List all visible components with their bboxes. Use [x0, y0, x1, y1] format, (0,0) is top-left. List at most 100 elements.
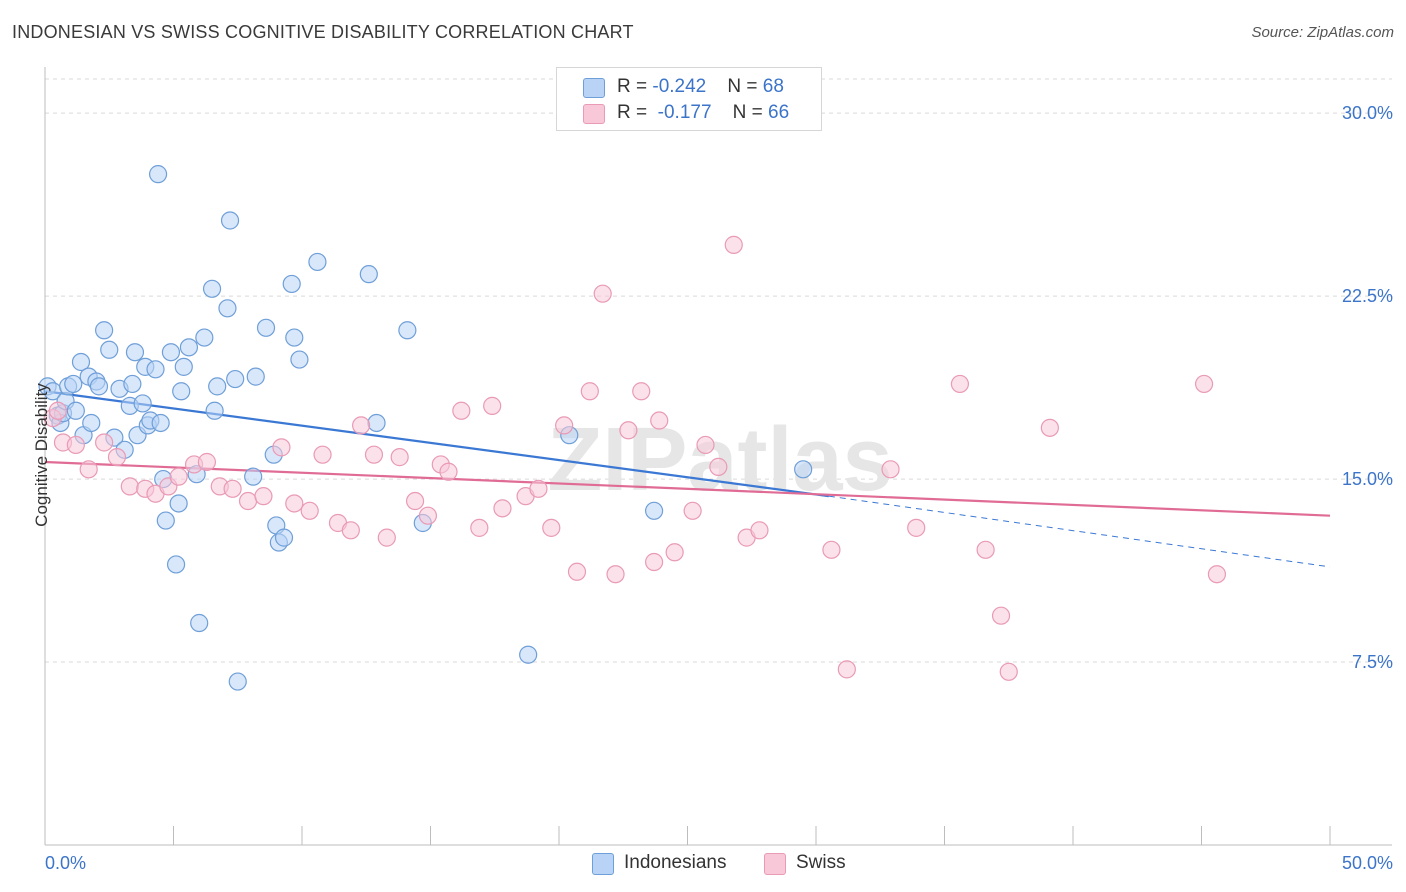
data-point-swiss	[619, 421, 638, 440]
legend-r-label: R =	[617, 76, 653, 97]
legend-n-label: N =	[727, 76, 763, 97]
data-point-swiss	[48, 401, 67, 420]
data-point-swiss	[238, 491, 258, 511]
data-point-indonesians	[148, 165, 168, 184]
data-point-swiss	[95, 433, 114, 452]
data-point-indonesians	[64, 374, 83, 394]
series-swiss	[43, 235, 1227, 681]
data-point-swiss	[750, 521, 769, 540]
data-point-indonesians	[151, 413, 170, 433]
data-point-swiss	[452, 401, 471, 420]
data-point-swiss	[724, 235, 743, 254]
data-point-indonesians	[161, 343, 181, 362]
data-point-indonesians	[89, 377, 109, 396]
data-point-indonesians	[398, 321, 417, 340]
legend-n-label: N =	[732, 102, 769, 123]
data-point-indonesians	[359, 265, 378, 284]
data-point-indonesians	[190, 613, 209, 633]
series-indonesians	[38, 165, 813, 691]
data-point-indonesians	[274, 528, 294, 547]
data-point-swiss	[223, 479, 242, 498]
data-point-indonesians	[133, 394, 152, 413]
x-tick-label: 50.0%	[1342, 853, 1393, 873]
data-point-swiss	[1207, 565, 1227, 584]
data-point-indonesians	[95, 321, 114, 340]
data-point-swiss	[254, 487, 273, 506]
data-point-swiss	[1040, 418, 1059, 437]
data-point-swiss	[665, 543, 684, 562]
data-point-indonesians	[202, 279, 222, 298]
data-point-swiss	[991, 606, 1011, 625]
axes	[44, 67, 1392, 846]
data-point-swiss	[197, 452, 217, 472]
data-point-swiss	[606, 565, 625, 584]
data-point-swiss	[683, 501, 702, 520]
grid-lines	[45, 78, 1392, 663]
y-axis-label: Cognitive Disability	[32, 383, 51, 527]
data-point-swiss	[837, 660, 856, 679]
data-point-indonesians	[146, 360, 165, 379]
data-point-swiss	[632, 382, 651, 401]
y-tick-label: 22.5%	[1342, 286, 1393, 306]
data-point-swiss	[493, 499, 512, 518]
data-point-indonesians	[71, 352, 91, 372]
chart-source: Source: ZipAtlas.com	[1251, 24, 1394, 41]
trend-line-extension-indonesians	[828, 495, 1331, 568]
data-point-swiss	[555, 416, 574, 435]
data-point-indonesians	[195, 328, 214, 347]
legend-n-value-swiss: 66	[768, 102, 790, 123]
data-point-swiss	[352, 416, 371, 435]
data-point-indonesians	[519, 645, 538, 664]
data-point-swiss	[822, 540, 841, 559]
x-tick-label: 0.0%	[45, 853, 86, 873]
bottom-legend-swatch-swiss	[764, 853, 786, 875]
data-point-indonesians	[794, 460, 813, 479]
data-point-swiss	[470, 518, 489, 537]
legend-r-value-indonesians: -0.242	[652, 76, 707, 97]
data-point-indonesians	[166, 555, 186, 574]
data-point-indonesians	[290, 350, 309, 369]
data-point-indonesians	[208, 377, 227, 396]
data-point-swiss	[1194, 374, 1214, 394]
data-point-indonesians	[256, 318, 276, 337]
legend-r-label: R =	[617, 102, 653, 123]
y-tick-label: 30.0%	[1342, 103, 1393, 123]
data-point-indonesians	[123, 374, 142, 394]
data-point-swiss	[439, 462, 458, 481]
data-point-indonesians	[172, 382, 191, 401]
data-point-swiss	[418, 506, 438, 525]
bottom-legend-label-indonesians: Indonesians	[624, 852, 727, 873]
data-point-swiss	[950, 374, 970, 394]
data-point-swiss	[907, 518, 926, 537]
data-points	[38, 165, 1227, 691]
data-point-swiss	[976, 540, 995, 559]
data-point-indonesians	[246, 367, 265, 386]
data-point-indonesians	[308, 252, 327, 272]
tick-labels: 7.5% 15.0% 22.5% 30.0% 0.0% 50.0%	[45, 103, 1393, 873]
data-point-indonesians	[82, 413, 101, 433]
data-point-swiss	[390, 448, 409, 467]
y-tick-label: 7.5%	[1352, 652, 1393, 672]
data-point-swiss	[881, 460, 900, 479]
trend-line-indonesians	[44, 390, 829, 498]
data-point-indonesians	[282, 274, 301, 294]
data-point-indonesians	[205, 401, 224, 420]
bottom-legend-label-swiss: Swiss	[796, 852, 846, 873]
data-point-swiss	[169, 467, 188, 486]
data-point-swiss	[285, 494, 304, 513]
legend-r-value-swiss: -0.177	[657, 102, 712, 123]
data-point-indonesians	[179, 338, 199, 357]
data-point-swiss	[644, 552, 664, 572]
y-tick-label: 15.0%	[1342, 469, 1393, 489]
data-point-swiss	[79, 460, 98, 479]
data-point-swiss	[66, 435, 85, 455]
data-point-swiss	[542, 518, 561, 537]
data-point-indonesians	[367, 413, 386, 433]
data-point-swiss	[483, 396, 502, 415]
data-point-swiss	[300, 501, 319, 520]
data-point-swiss	[364, 445, 384, 464]
legend: R = -0.242 N = 68 R = -0.177 N = 66	[556, 67, 822, 131]
data-point-swiss	[593, 284, 612, 303]
data-point-swiss	[377, 528, 396, 547]
